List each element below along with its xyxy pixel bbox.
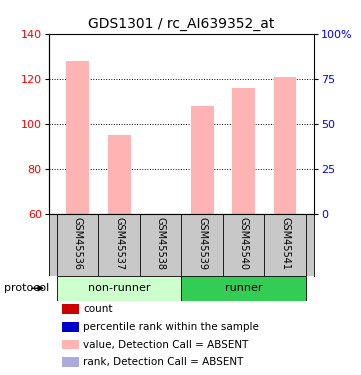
Text: GSM45539: GSM45539 [197,217,207,270]
Text: GSM45536: GSM45536 [73,217,83,270]
Text: protocol: protocol [4,283,49,293]
Bar [57,276,181,301]
Bar [232,88,255,214]
Text: runner: runner [225,283,262,293]
Point [158,9,164,15]
Bar [62,340,79,350]
Text: rank, Detection Call = ABSENT: rank, Detection Call = ABSENT [83,357,244,367]
Bar [62,357,79,367]
Text: GSM45537: GSM45537 [114,217,124,270]
Bar [182,276,306,301]
Bar [66,61,89,214]
Text: non-runner: non-runner [88,283,151,293]
Bar [62,322,79,332]
Text: count: count [83,304,113,314]
Bar [108,135,131,214]
Title: GDS1301 / rc_AI639352_at: GDS1301 / rc_AI639352_at [88,17,275,32]
Text: GSM45540: GSM45540 [239,217,249,270]
Bar [62,304,79,314]
Text: value, Detection Call = ABSENT: value, Detection Call = ABSENT [83,339,249,350]
Point [116,0,122,3]
Text: percentile rank within the sample: percentile rank within the sample [83,322,259,332]
Bar [274,76,296,214]
Bar [191,106,214,214]
Text: GSM45538: GSM45538 [156,217,166,270]
Text: GSM45541: GSM45541 [280,217,290,270]
